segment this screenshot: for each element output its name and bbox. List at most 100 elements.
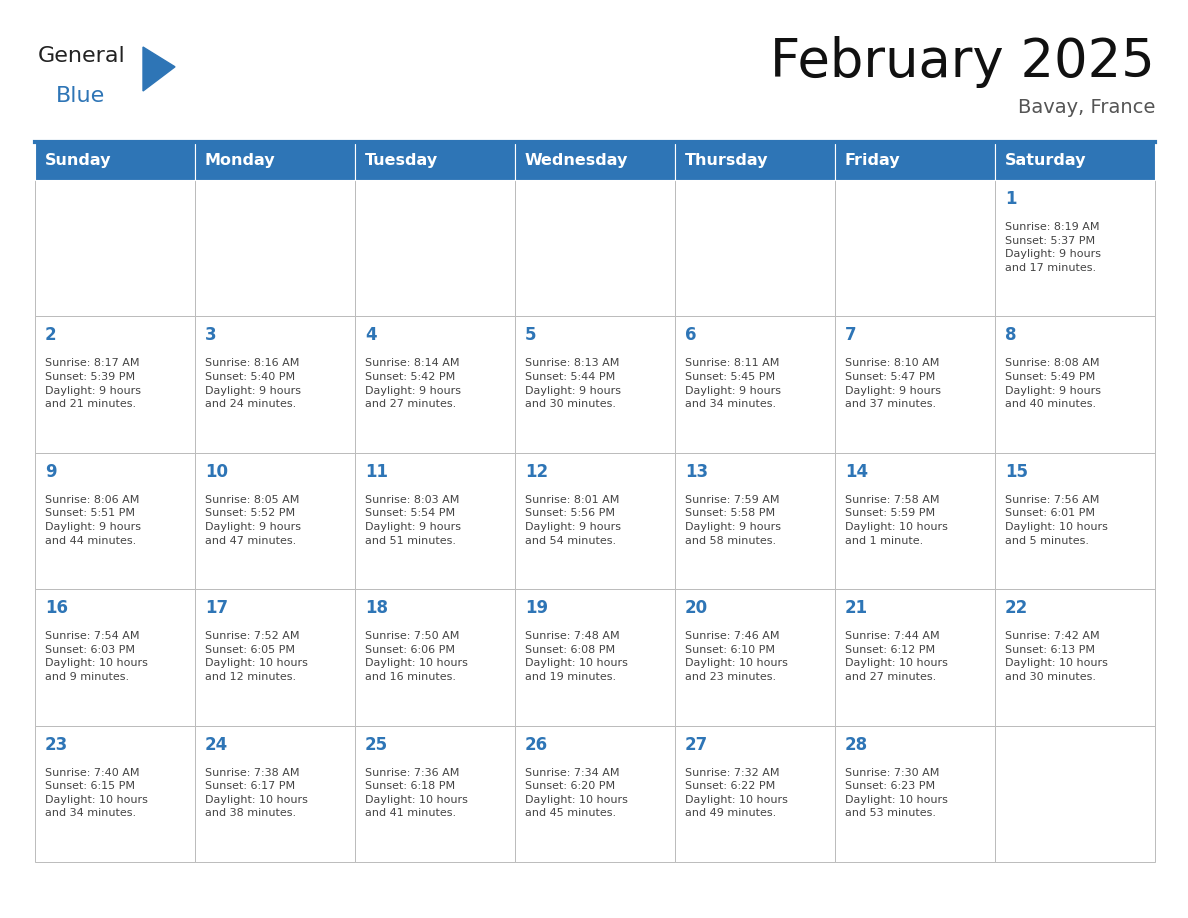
Text: Sunrise: 7:59 AM
Sunset: 5:58 PM
Daylight: 9 hours
and 58 minutes.: Sunrise: 7:59 AM Sunset: 5:58 PM Dayligh… (685, 495, 781, 545)
Text: Sunrise: 7:46 AM
Sunset: 6:10 PM
Daylight: 10 hours
and 23 minutes.: Sunrise: 7:46 AM Sunset: 6:10 PM Dayligh… (685, 632, 788, 682)
Text: Sunrise: 7:30 AM
Sunset: 6:23 PM
Daylight: 10 hours
and 53 minutes.: Sunrise: 7:30 AM Sunset: 6:23 PM Dayligh… (845, 767, 948, 819)
Bar (195, 180, 355, 317)
Text: 26: 26 (525, 735, 548, 754)
Text: 10: 10 (206, 463, 228, 481)
Text: 2: 2 (45, 327, 57, 344)
Text: 7: 7 (845, 327, 857, 344)
Text: 13: 13 (685, 463, 708, 481)
Bar (34, 589, 195, 725)
Text: Sunrise: 8:06 AM
Sunset: 5:51 PM
Daylight: 9 hours
and 44 minutes.: Sunrise: 8:06 AM Sunset: 5:51 PM Dayligh… (45, 495, 141, 545)
Text: Sunrise: 7:34 AM
Sunset: 6:20 PM
Daylight: 10 hours
and 45 minutes.: Sunrise: 7:34 AM Sunset: 6:20 PM Dayligh… (525, 767, 628, 819)
Text: Thursday: Thursday (685, 153, 769, 169)
Bar (195, 725, 355, 862)
Text: Sunrise: 7:38 AM
Sunset: 6:17 PM
Daylight: 10 hours
and 38 minutes.: Sunrise: 7:38 AM Sunset: 6:17 PM Dayligh… (206, 767, 308, 819)
Bar (675, 453, 835, 589)
Bar (355, 725, 516, 862)
Text: Sunrise: 7:56 AM
Sunset: 6:01 PM
Daylight: 10 hours
and 5 minutes.: Sunrise: 7:56 AM Sunset: 6:01 PM Dayligh… (1005, 495, 1108, 545)
Bar (675, 180, 835, 317)
Text: 27: 27 (685, 735, 708, 754)
Bar (996, 453, 1155, 589)
Bar (516, 453, 675, 589)
Text: Sunrise: 7:54 AM
Sunset: 6:03 PM
Daylight: 10 hours
and 9 minutes.: Sunrise: 7:54 AM Sunset: 6:03 PM Dayligh… (45, 632, 147, 682)
Text: 12: 12 (525, 463, 548, 481)
Bar (195, 317, 355, 453)
Bar (835, 725, 996, 862)
Text: Sunrise: 7:40 AM
Sunset: 6:15 PM
Daylight: 10 hours
and 34 minutes.: Sunrise: 7:40 AM Sunset: 6:15 PM Dayligh… (45, 767, 147, 819)
Text: 14: 14 (845, 463, 868, 481)
Text: Tuesday: Tuesday (365, 153, 438, 169)
Bar (835, 453, 996, 589)
Text: 11: 11 (365, 463, 388, 481)
Text: Bavay, France: Bavay, France (1018, 98, 1155, 117)
Text: 18: 18 (365, 599, 388, 617)
Bar (516, 317, 675, 453)
Bar (34, 317, 195, 453)
Text: Sunrise: 7:48 AM
Sunset: 6:08 PM
Daylight: 10 hours
and 19 minutes.: Sunrise: 7:48 AM Sunset: 6:08 PM Dayligh… (525, 632, 628, 682)
Text: Sunday: Sunday (45, 153, 112, 169)
Bar (34, 180, 195, 317)
Text: Sunrise: 8:08 AM
Sunset: 5:49 PM
Daylight: 9 hours
and 40 minutes.: Sunrise: 8:08 AM Sunset: 5:49 PM Dayligh… (1005, 358, 1101, 409)
Bar (835, 180, 996, 317)
Text: 3: 3 (206, 327, 216, 344)
Text: 15: 15 (1005, 463, 1028, 481)
Text: Sunrise: 7:44 AM
Sunset: 6:12 PM
Daylight: 10 hours
and 27 minutes.: Sunrise: 7:44 AM Sunset: 6:12 PM Dayligh… (845, 632, 948, 682)
Text: Sunrise: 7:50 AM
Sunset: 6:06 PM
Daylight: 10 hours
and 16 minutes.: Sunrise: 7:50 AM Sunset: 6:06 PM Dayligh… (365, 632, 468, 682)
Text: Sunrise: 7:58 AM
Sunset: 5:59 PM
Daylight: 10 hours
and 1 minute.: Sunrise: 7:58 AM Sunset: 5:59 PM Dayligh… (845, 495, 948, 545)
Bar (675, 142, 835, 180)
Text: Sunrise: 8:19 AM
Sunset: 5:37 PM
Daylight: 9 hours
and 17 minutes.: Sunrise: 8:19 AM Sunset: 5:37 PM Dayligh… (1005, 222, 1101, 273)
Bar (996, 589, 1155, 725)
Bar (996, 180, 1155, 317)
Bar (675, 589, 835, 725)
Text: Saturday: Saturday (1005, 153, 1087, 169)
Bar (355, 180, 516, 317)
Text: Friday: Friday (845, 153, 901, 169)
Bar (996, 725, 1155, 862)
Text: February 2025: February 2025 (770, 36, 1155, 88)
Bar (835, 589, 996, 725)
Text: 25: 25 (365, 735, 388, 754)
Bar (355, 453, 516, 589)
Text: Sunrise: 8:16 AM
Sunset: 5:40 PM
Daylight: 9 hours
and 24 minutes.: Sunrise: 8:16 AM Sunset: 5:40 PM Dayligh… (206, 358, 301, 409)
Text: Sunrise: 7:32 AM
Sunset: 6:22 PM
Daylight: 10 hours
and 49 minutes.: Sunrise: 7:32 AM Sunset: 6:22 PM Dayligh… (685, 767, 788, 819)
Text: 16: 16 (45, 599, 68, 617)
Bar (195, 453, 355, 589)
Text: 23: 23 (45, 735, 68, 754)
Text: 5: 5 (525, 327, 537, 344)
Text: 9: 9 (45, 463, 57, 481)
Text: Sunrise: 8:13 AM
Sunset: 5:44 PM
Daylight: 9 hours
and 30 minutes.: Sunrise: 8:13 AM Sunset: 5:44 PM Dayligh… (525, 358, 621, 409)
Polygon shape (143, 47, 175, 91)
Text: 19: 19 (525, 599, 548, 617)
Text: Sunrise: 8:05 AM
Sunset: 5:52 PM
Daylight: 9 hours
and 47 minutes.: Sunrise: 8:05 AM Sunset: 5:52 PM Dayligh… (206, 495, 301, 545)
Bar (355, 589, 516, 725)
Bar (355, 317, 516, 453)
Text: Sunrise: 8:11 AM
Sunset: 5:45 PM
Daylight: 9 hours
and 34 minutes.: Sunrise: 8:11 AM Sunset: 5:45 PM Dayligh… (685, 358, 781, 409)
Text: Sunrise: 8:10 AM
Sunset: 5:47 PM
Daylight: 9 hours
and 37 minutes.: Sunrise: 8:10 AM Sunset: 5:47 PM Dayligh… (845, 358, 941, 409)
Text: Wednesday: Wednesday (525, 153, 628, 169)
Text: 22: 22 (1005, 599, 1029, 617)
Bar (996, 317, 1155, 453)
Text: 6: 6 (685, 327, 696, 344)
Bar (675, 725, 835, 862)
Text: Monday: Monday (206, 153, 276, 169)
Text: Sunrise: 7:36 AM
Sunset: 6:18 PM
Daylight: 10 hours
and 41 minutes.: Sunrise: 7:36 AM Sunset: 6:18 PM Dayligh… (365, 767, 468, 819)
Text: Blue: Blue (56, 86, 106, 106)
Bar (835, 317, 996, 453)
Text: 4: 4 (365, 327, 377, 344)
Bar (195, 142, 355, 180)
Text: Sunrise: 7:52 AM
Sunset: 6:05 PM
Daylight: 10 hours
and 12 minutes.: Sunrise: 7:52 AM Sunset: 6:05 PM Dayligh… (206, 632, 308, 682)
Text: 21: 21 (845, 599, 868, 617)
Text: 20: 20 (685, 599, 708, 617)
Bar (516, 725, 675, 862)
Bar (996, 142, 1155, 180)
Text: Sunrise: 7:42 AM
Sunset: 6:13 PM
Daylight: 10 hours
and 30 minutes.: Sunrise: 7:42 AM Sunset: 6:13 PM Dayligh… (1005, 632, 1108, 682)
Text: Sunrise: 8:03 AM
Sunset: 5:54 PM
Daylight: 9 hours
and 51 minutes.: Sunrise: 8:03 AM Sunset: 5:54 PM Dayligh… (365, 495, 461, 545)
Bar (34, 453, 195, 589)
Bar (835, 142, 996, 180)
Text: 24: 24 (206, 735, 228, 754)
Bar (516, 180, 675, 317)
Bar (675, 317, 835, 453)
Text: 17: 17 (206, 599, 228, 617)
Bar (355, 142, 516, 180)
Text: 8: 8 (1005, 327, 1017, 344)
Bar (516, 589, 675, 725)
